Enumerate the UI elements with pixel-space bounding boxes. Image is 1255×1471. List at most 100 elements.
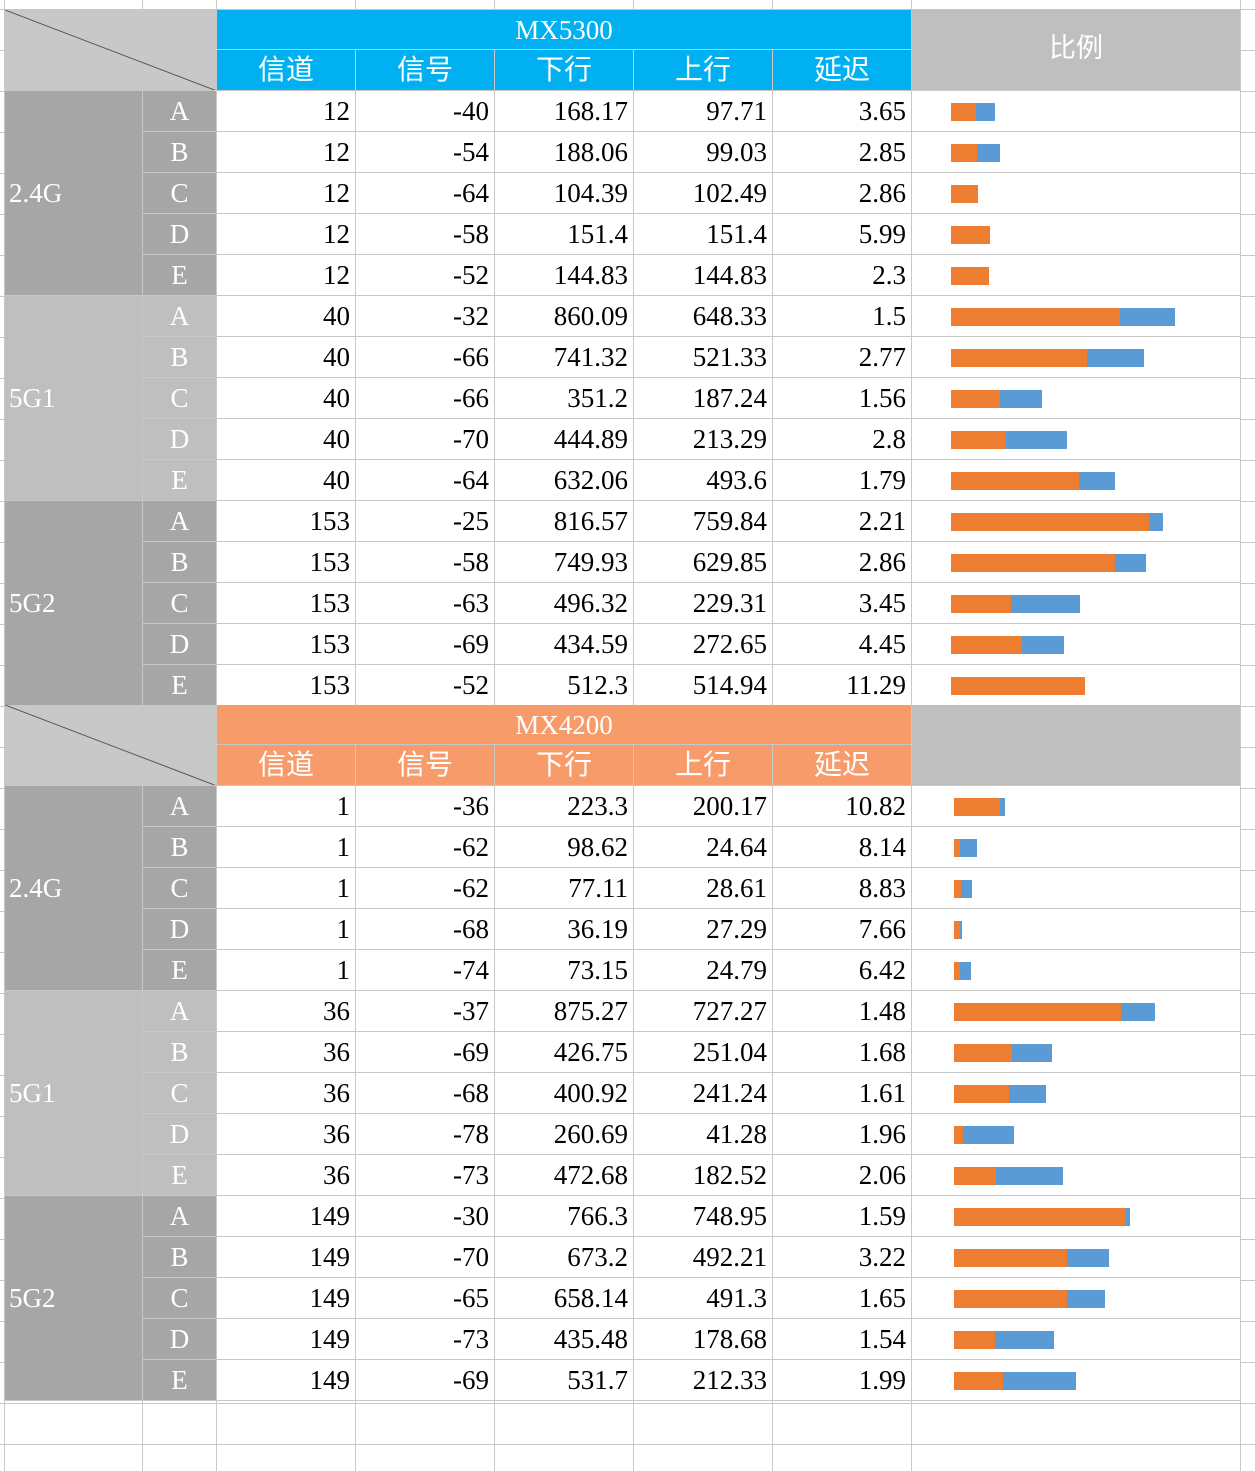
cell: 658.14: [495, 1278, 634, 1319]
cell: 496.32: [495, 583, 634, 624]
row-id: E: [143, 255, 217, 296]
ratio-header: 比例: [912, 10, 1241, 91]
bar-up: [954, 839, 960, 857]
grid-col: [4, 0, 5, 1471]
cell: 1.68: [773, 1032, 912, 1073]
cell: 149: [217, 1319, 356, 1360]
bar-up: [951, 472, 1080, 490]
cell: -36: [356, 786, 495, 827]
cell: 741.32: [495, 337, 634, 378]
cell: 2.21: [773, 501, 912, 542]
cell: 521.33: [634, 337, 773, 378]
cell: 1.54: [773, 1319, 912, 1360]
cell: 8.14: [773, 827, 912, 868]
cell: 1: [217, 786, 356, 827]
row-id: B: [143, 827, 217, 868]
bar-up: [954, 1167, 996, 1185]
row-id: E: [143, 665, 217, 706]
cell: 5.99: [773, 214, 912, 255]
column-header: 下行: [495, 745, 634, 786]
bar-up: [954, 1003, 1122, 1021]
cell: 36: [217, 1032, 356, 1073]
diagonal: [5, 705, 216, 785]
cell: 4.45: [773, 624, 912, 665]
cell: -58: [356, 214, 495, 255]
cell: 28.61: [634, 868, 773, 909]
bar-down: [954, 839, 977, 857]
cell: -58: [356, 542, 495, 583]
cell: 12: [217, 214, 356, 255]
bar-up: [954, 1372, 1003, 1390]
cell: 73.15: [495, 950, 634, 991]
cell: -68: [356, 1073, 495, 1114]
cell: 493.6: [634, 460, 773, 501]
cell: -68: [356, 909, 495, 950]
cell: -52: [356, 665, 495, 706]
cell: 673.2: [495, 1237, 634, 1278]
cell: 40: [217, 337, 356, 378]
cell: 260.69: [495, 1114, 634, 1155]
band-label: 5G1: [5, 296, 143, 501]
cell: 24.79: [634, 950, 773, 991]
cell: 2.86: [773, 542, 912, 583]
bar-up: [951, 308, 1120, 326]
cell: 2.77: [773, 337, 912, 378]
row-id: D: [143, 1319, 217, 1360]
cell: 491.3: [634, 1278, 773, 1319]
column-header: 延迟: [773, 50, 912, 91]
cell: -69: [356, 1032, 495, 1073]
cell: -52: [356, 255, 495, 296]
grid-row: [0, 1404, 1255, 1445]
row-id: E: [143, 460, 217, 501]
bar-up: [954, 880, 961, 898]
corner-cell: [5, 10, 217, 91]
cell: 149: [217, 1360, 356, 1401]
cell: 187.24: [634, 378, 773, 419]
cell: 1.5: [773, 296, 912, 337]
cell: 104.39: [495, 173, 634, 214]
cell: 2.8: [773, 419, 912, 460]
cell: 178.68: [634, 1319, 773, 1360]
cell: 434.59: [495, 624, 634, 665]
row-id: C: [143, 173, 217, 214]
cell: -62: [356, 868, 495, 909]
cell: 153: [217, 501, 356, 542]
column-header: 下行: [495, 50, 634, 91]
cell: 223.3: [495, 786, 634, 827]
cell: 629.85: [634, 542, 773, 583]
cell: 149: [217, 1278, 356, 1319]
section-title: MX5300: [217, 10, 912, 50]
cell: -73: [356, 1155, 495, 1196]
cell: 36: [217, 991, 356, 1032]
cell: 102.49: [634, 173, 773, 214]
row-id: E: [143, 1360, 217, 1401]
cell: 41.28: [634, 1114, 773, 1155]
column-header: 信号: [356, 745, 495, 786]
cell: 144.83: [495, 255, 634, 296]
cell: -64: [356, 173, 495, 214]
row-id: E: [143, 950, 217, 991]
cell: 149: [217, 1196, 356, 1237]
cell: 272.65: [634, 624, 773, 665]
cell: 3.22: [773, 1237, 912, 1278]
band-label: 5G2: [5, 501, 143, 706]
cell: 435.48: [495, 1319, 634, 1360]
column-header: 信道: [217, 50, 356, 91]
cell: 8.83: [773, 868, 912, 909]
cell: 213.29: [634, 419, 773, 460]
bar-up: [954, 1331, 996, 1349]
cell: 99.03: [634, 132, 773, 173]
cell: 153: [217, 583, 356, 624]
cell: 241.24: [634, 1073, 773, 1114]
bar-up: [951, 144, 977, 162]
cell: 492.21: [634, 1237, 773, 1278]
cell: -64: [356, 460, 495, 501]
row-id: A: [143, 91, 217, 132]
bar-up: [954, 1249, 1068, 1267]
bar-up: [951, 267, 989, 285]
cell: -70: [356, 419, 495, 460]
cell: 7.66: [773, 909, 912, 950]
cell: 40: [217, 419, 356, 460]
cell: 1.48: [773, 991, 912, 1032]
